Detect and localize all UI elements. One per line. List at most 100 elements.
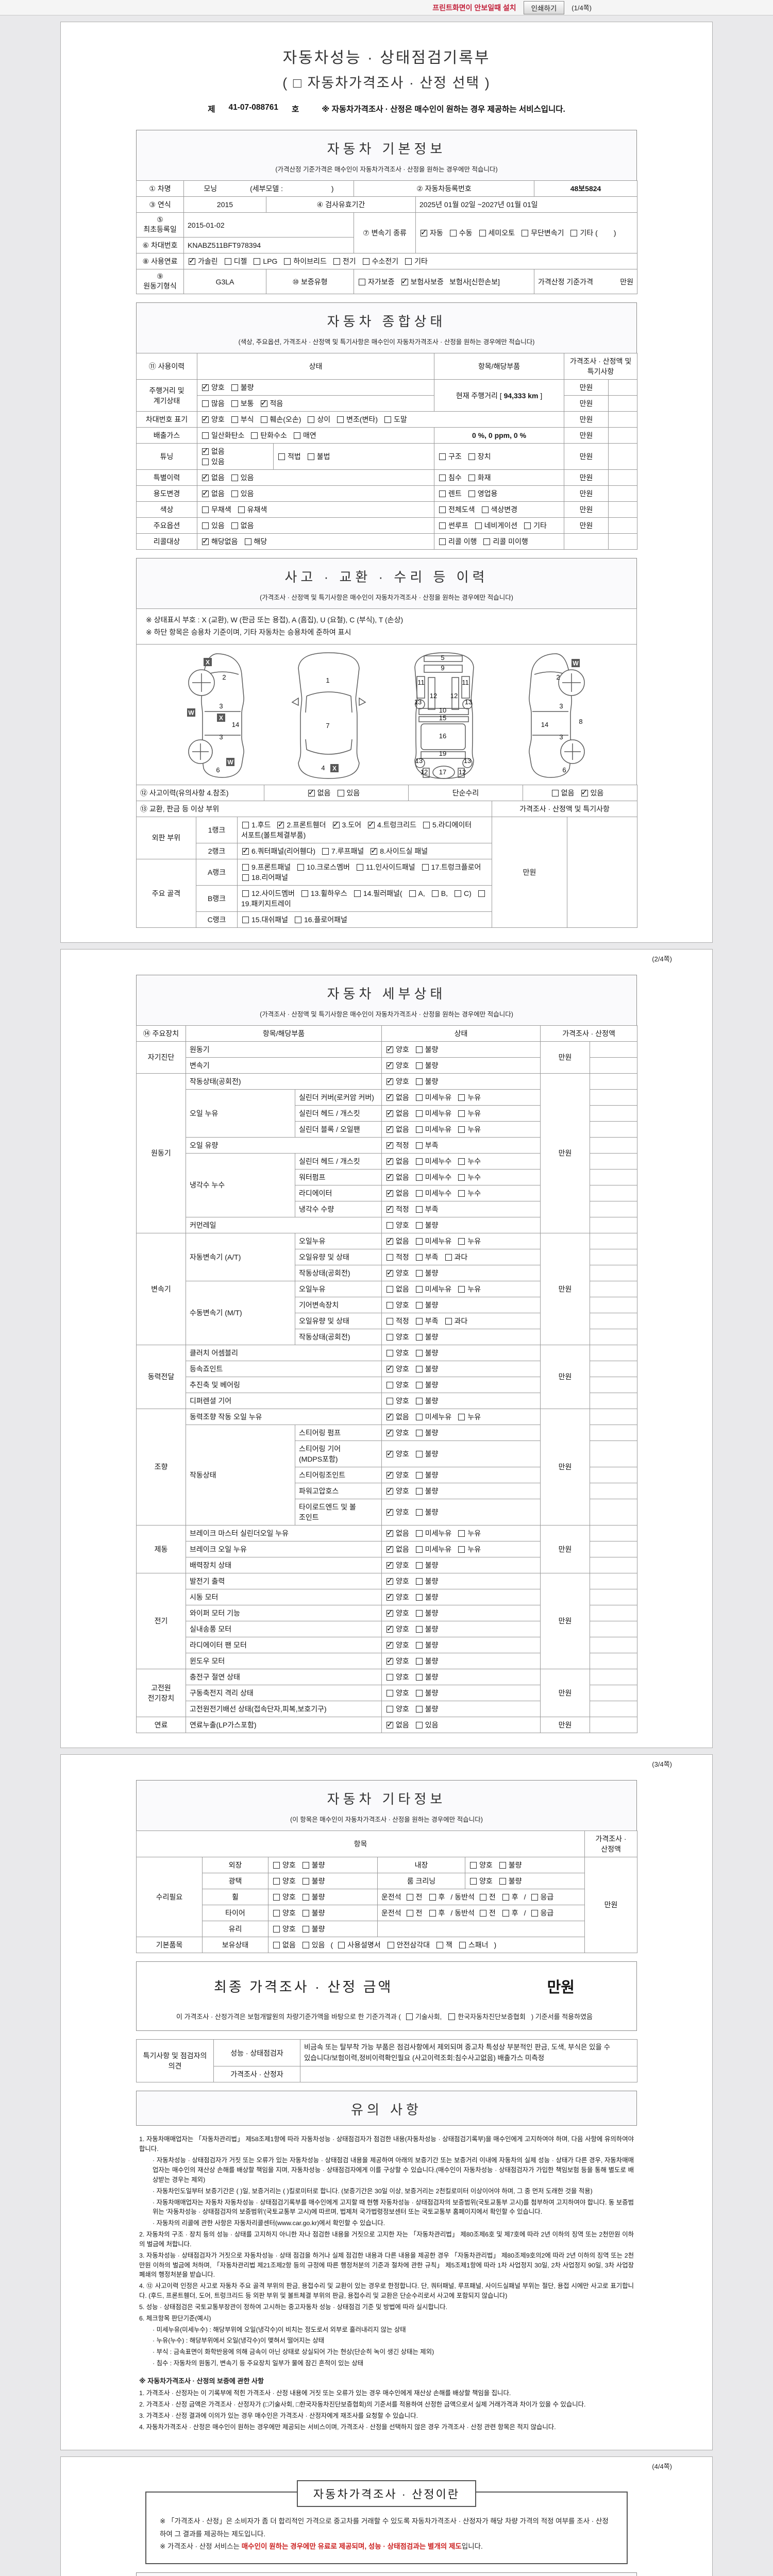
checkbox[interactable] — [415, 1578, 423, 1585]
checkbox[interactable] — [202, 414, 209, 423]
checkbox[interactable] — [406, 1909, 413, 1917]
checkbox[interactable] — [415, 1206, 423, 1213]
checkbox[interactable] — [202, 459, 209, 465]
checkbox[interactable] — [242, 916, 249, 923]
checkbox[interactable] — [254, 258, 261, 265]
checkbox[interactable] — [202, 522, 209, 529]
checkbox[interactable] — [359, 278, 365, 285]
checkbox[interactable] — [308, 788, 315, 797]
checkbox[interactable] — [551, 789, 559, 796]
checkbox[interactable] — [458, 1238, 465, 1245]
checkbox[interactable] — [277, 820, 284, 829]
checkbox[interactable] — [302, 1877, 309, 1885]
checkbox[interactable] — [415, 1253, 423, 1261]
checkbox[interactable] — [458, 1285, 465, 1293]
checkbox[interactable] — [415, 1657, 423, 1665]
checkbox[interactable] — [406, 1893, 413, 1901]
checkbox[interactable] — [458, 1174, 465, 1181]
checkbox[interactable] — [238, 506, 245, 513]
checkbox[interactable] — [386, 1236, 394, 1245]
checkbox[interactable] — [415, 1269, 423, 1277]
checkbox[interactable] — [423, 821, 430, 828]
checkbox[interactable] — [260, 416, 267, 423]
checkbox[interactable] — [273, 1893, 280, 1901]
checkbox[interactable] — [189, 256, 195, 265]
checkbox[interactable] — [415, 1142, 423, 1149]
checkbox[interactable] — [458, 1158, 465, 1165]
checkbox[interactable] — [415, 1365, 423, 1372]
checkbox[interactable] — [302, 1893, 309, 1901]
checkbox[interactable] — [333, 258, 340, 265]
checkbox[interactable] — [439, 490, 446, 497]
checkbox[interactable] — [421, 228, 427, 237]
checkbox[interactable] — [445, 1317, 452, 1325]
checkbox[interactable] — [387, 1941, 394, 1948]
checkbox[interactable] — [301, 890, 308, 897]
checkbox[interactable] — [386, 1507, 394, 1516]
checkbox[interactable] — [386, 1044, 394, 1054]
checkbox[interactable] — [415, 1174, 423, 1181]
checkbox[interactable] — [522, 230, 529, 236]
checkbox[interactable] — [386, 1285, 394, 1293]
checkbox[interactable] — [386, 1317, 394, 1325]
checkbox[interactable] — [483, 538, 491, 545]
checkbox[interactable] — [297, 863, 305, 871]
checkbox[interactable] — [445, 1253, 452, 1261]
checkbox[interactable] — [454, 890, 461, 897]
checkbox[interactable] — [415, 1546, 423, 1553]
checkbox[interactable] — [260, 398, 267, 408]
checkbox[interactable] — [449, 230, 457, 236]
checkbox[interactable] — [386, 1528, 394, 1537]
checkbox[interactable] — [386, 1076, 394, 1086]
checkbox[interactable] — [531, 1893, 538, 1901]
checkbox[interactable] — [436, 1941, 444, 1948]
checkbox[interactable] — [431, 890, 439, 897]
checkbox[interactable] — [386, 1720, 394, 1729]
checkbox[interactable] — [415, 1509, 423, 1516]
checkbox[interactable] — [337, 789, 344, 796]
checkbox[interactable] — [386, 1397, 394, 1404]
checkbox[interactable] — [502, 1909, 509, 1917]
checkbox[interactable] — [367, 820, 375, 829]
checkbox[interactable] — [231, 522, 238, 529]
checkbox[interactable] — [231, 400, 238, 407]
checkbox[interactable] — [478, 890, 485, 897]
checkbox[interactable] — [429, 1909, 436, 1917]
checkbox[interactable] — [278, 453, 285, 460]
checkbox[interactable] — [354, 890, 361, 897]
checkbox[interactable] — [415, 1301, 423, 1309]
checkbox[interactable] — [581, 788, 588, 797]
checkbox[interactable] — [415, 1381, 423, 1388]
checkbox[interactable] — [479, 1909, 486, 1917]
checkbox[interactable] — [415, 1689, 423, 1697]
checkbox[interactable] — [242, 846, 249, 855]
checkbox[interactable] — [386, 1608, 394, 1617]
checkbox[interactable] — [458, 1530, 465, 1537]
checkbox[interactable] — [458, 1110, 465, 1117]
checkbox[interactable] — [386, 1222, 394, 1229]
checkbox[interactable] — [362, 258, 369, 265]
checkbox[interactable] — [415, 1190, 423, 1197]
checkbox[interactable] — [386, 1689, 394, 1697]
checkbox[interactable] — [468, 474, 475, 481]
checkbox[interactable] — [386, 1705, 394, 1713]
checkbox[interactable] — [479, 1893, 486, 1901]
checkbox[interactable] — [231, 474, 238, 481]
checkbox[interactable] — [386, 1592, 394, 1601]
checkbox[interactable] — [470, 1861, 477, 1869]
checkbox[interactable] — [468, 490, 475, 497]
checkbox[interactable] — [273, 1909, 280, 1917]
checkbox[interactable] — [415, 1285, 423, 1293]
checkbox[interactable] — [386, 1449, 394, 1458]
checkbox[interactable] — [502, 1893, 509, 1901]
checkbox[interactable] — [386, 1140, 394, 1149]
checkbox[interactable] — [479, 230, 486, 236]
checkbox[interactable] — [415, 1126, 423, 1133]
checkbox[interactable] — [242, 874, 249, 881]
checkbox[interactable] — [322, 848, 329, 855]
checkbox[interactable] — [386, 1204, 394, 1213]
checkbox[interactable] — [415, 1413, 423, 1420]
checkbox[interactable] — [371, 846, 378, 855]
checkbox[interactable] — [386, 1092, 394, 1101]
checkbox[interactable] — [415, 1562, 423, 1569]
